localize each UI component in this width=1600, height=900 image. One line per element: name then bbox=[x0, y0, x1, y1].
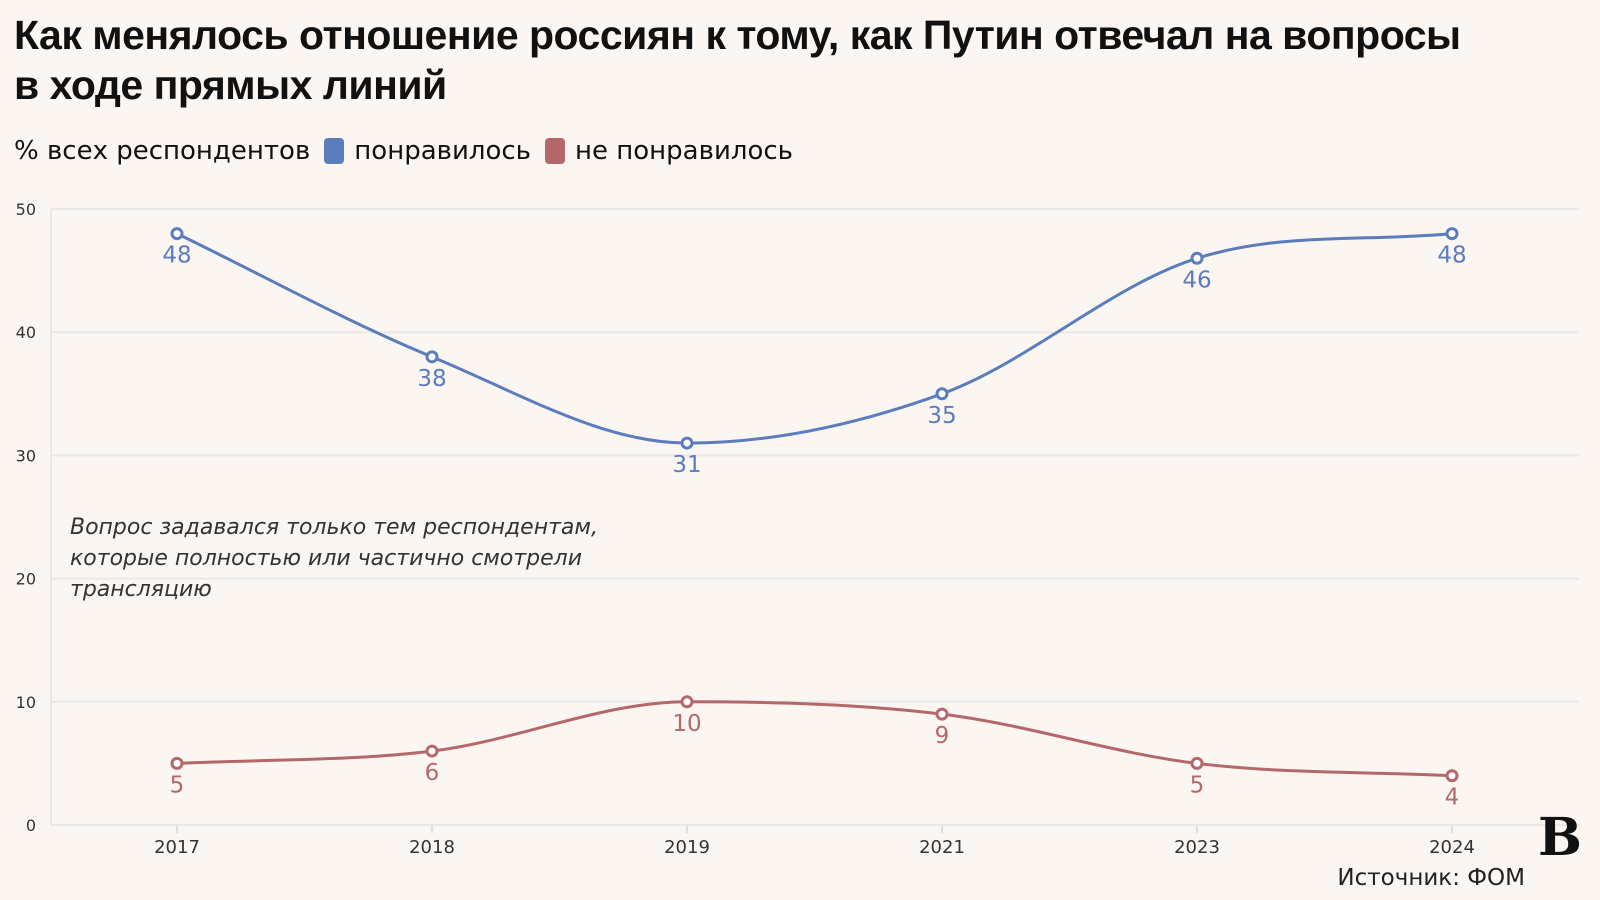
x-tick-label: 2018 bbox=[409, 837, 455, 858]
series-line-1 bbox=[176, 700, 1453, 778]
y-tick-label: 20 bbox=[16, 570, 36, 589]
data-point bbox=[935, 707, 949, 721]
data-label: 6 bbox=[425, 760, 440, 786]
data-point bbox=[1445, 227, 1459, 241]
data-label: 31 bbox=[672, 452, 701, 478]
data-label: 5 bbox=[170, 772, 185, 798]
data-label: 46 bbox=[1182, 267, 1211, 293]
y-tick-label: 50 bbox=[16, 200, 36, 219]
x-tick-label: 2024 bbox=[1429, 837, 1475, 858]
legend-prefix: % всех респондентов bbox=[14, 136, 311, 166]
y-tick-label: 10 bbox=[16, 693, 36, 712]
data-label: 4 bbox=[1445, 785, 1460, 811]
data-label: 35 bbox=[927, 403, 956, 429]
data-point bbox=[1190, 251, 1204, 265]
x-tick-label: 2021 bbox=[919, 837, 965, 858]
data-point bbox=[425, 350, 439, 364]
data-point bbox=[680, 436, 694, 450]
data-point bbox=[1445, 769, 1459, 783]
legend-label-disliked: не понравилось bbox=[575, 136, 793, 166]
chart-title: Как менялось отношение россиян к тому, к… bbox=[14, 12, 1461, 108]
chart-note: Вопрос задавался только тем респондентам… bbox=[70, 515, 598, 602]
x-tick-label: 2017 bbox=[154, 837, 200, 858]
y-tick-label: 0 bbox=[26, 816, 36, 835]
data-point bbox=[1190, 756, 1204, 770]
legend-swatch-liked bbox=[324, 138, 345, 164]
legend: % всех респондентов понравилось не понра… bbox=[14, 136, 793, 166]
data-point bbox=[170, 227, 184, 241]
x-tick-label: 2023 bbox=[1174, 837, 1220, 858]
data-label: 10 bbox=[672, 711, 701, 737]
data-label: 48 bbox=[162, 243, 191, 269]
data-label: 9 bbox=[935, 723, 950, 749]
x-tick-label: 2019 bbox=[664, 837, 710, 858]
data-label: 48 bbox=[1437, 243, 1466, 269]
data-point bbox=[680, 695, 694, 709]
y-tick-label: 40 bbox=[16, 323, 36, 342]
series-line-0 bbox=[176, 232, 1453, 445]
data-point bbox=[425, 744, 439, 758]
data-label: 38 bbox=[417, 366, 446, 392]
y-tick-label: 30 bbox=[16, 446, 36, 465]
data-point bbox=[935, 387, 949, 401]
source-label: Источник: ФОМ bbox=[1337, 865, 1525, 891]
data-label: 5 bbox=[1190, 772, 1205, 798]
vedomosti-logo: В bbox=[1538, 807, 1582, 868]
legend-swatch-disliked bbox=[545, 138, 566, 164]
data-point bbox=[170, 756, 184, 770]
legend-label-liked: понравилось bbox=[354, 136, 532, 166]
